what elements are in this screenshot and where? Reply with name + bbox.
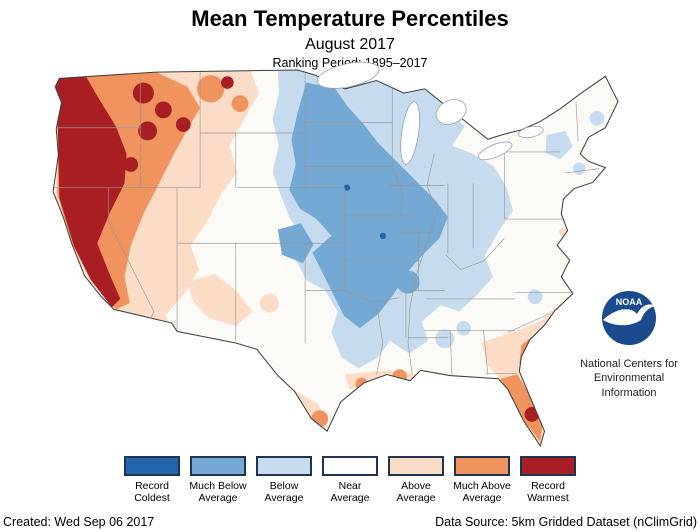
legend-item: Below Average — [254, 455, 314, 505]
legend-label: Above Average — [396, 479, 436, 505]
page-subtitle: August 2017 — [305, 35, 395, 53]
us-percentile-map — [52, 61, 619, 447]
legend-swatch-much-below — [190, 455, 246, 476]
legend-item: Near Average — [320, 455, 380, 505]
legend-item: Record Coldest — [122, 455, 182, 505]
legend-label: Record Warmest — [527, 479, 569, 505]
region-record-warmest — [55, 74, 540, 422]
noaa-attribution: NOAA National Centers for Environmental … — [577, 290, 681, 400]
percentile-legend: Record Coldest Much Below Average Below … — [122, 455, 578, 505]
legend-label: Much Above Average — [453, 479, 511, 505]
state-borders — [53, 70, 600, 377]
created-timestamp: Created: Wed Sep 06 2017 — [3, 515, 155, 529]
legend-item: Above Average — [386, 455, 446, 505]
legend-item: Record Warmest — [518, 455, 578, 505]
ncei-caption: National Centers for Environmental Infor… — [580, 358, 678, 399]
ranking-period: Ranking Period: 1895–2017 — [272, 55, 428, 70]
noaa-logo-icon: NOAA — [602, 291, 656, 345]
noaa-acronym: NOAA — [616, 297, 643, 307]
legend-label: Near Average — [330, 479, 370, 505]
legend-item: Much Above Average — [452, 455, 512, 505]
legend-swatch-record-warmest — [520, 455, 576, 476]
map-header: Mean Temperature Percentiles August 2017… — [0, 5, 700, 71]
legend-swatch-near — [322, 455, 378, 476]
page-title: Mean Temperature Percentiles — [191, 6, 509, 31]
data-source: Data Source: 5km Gridded Dataset (nClimG… — [435, 515, 697, 529]
noaa-gull-icon — [603, 304, 655, 326]
legend-swatch-above — [388, 455, 444, 476]
legend-swatch-record-coldest — [124, 455, 180, 476]
great-lakes — [316, 61, 544, 165]
legend-item: Much Below Average — [188, 455, 248, 505]
region-record-coldest — [343, 184, 386, 240]
legend-swatch-below — [256, 455, 312, 476]
legend-label: Record Coldest — [134, 479, 170, 505]
legend-label: Much Below Average — [189, 479, 247, 505]
legend-swatch-much-above — [454, 455, 510, 476]
legend-label: Below Average — [264, 479, 304, 505]
